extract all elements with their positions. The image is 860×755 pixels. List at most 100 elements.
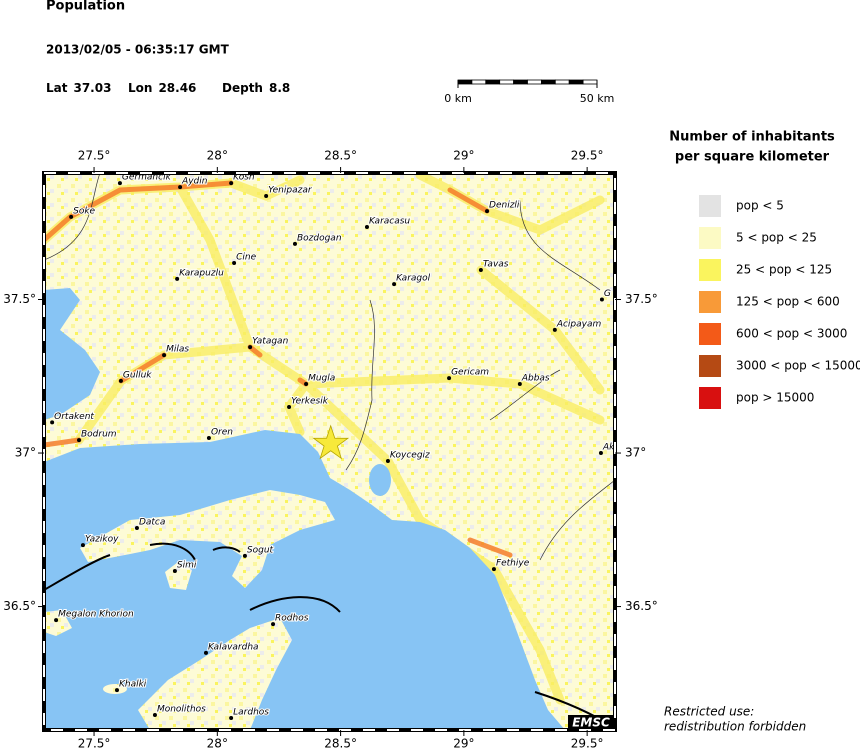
event-label: Lon (128, 81, 152, 95)
city-dot (485, 209, 490, 214)
city-dot (172, 568, 177, 573)
city-dot (364, 225, 369, 230)
city-label: Rodhos (275, 614, 309, 624)
city-dot (77, 438, 82, 443)
lake (369, 464, 391, 496)
datetime: 2013/02/05 - 06:35:17 GMT (46, 43, 230, 57)
legend-label: 3000 < pop < 15000 (736, 359, 860, 373)
city-dot (54, 618, 59, 623)
lon-tick-label: 28.5° (324, 149, 357, 163)
city-label: Yerkesik (291, 396, 329, 406)
city-label: Kalavardha (208, 642, 259, 652)
city-label: Ortakent (54, 412, 94, 422)
city-dot (271, 622, 276, 627)
legend-label: 25 < pop < 125 (736, 263, 832, 277)
legend-label: 125 < pop < 600 (736, 295, 840, 309)
city-dot (491, 567, 496, 572)
city-label: Lardhos (233, 708, 269, 718)
scale-segment (582, 79, 598, 85)
city-label: Fethiye (496, 559, 530, 569)
lat-tick-label: 37° (625, 446, 646, 460)
scale-segment (471, 79, 487, 85)
scale-label: 0 km (444, 92, 472, 105)
city-label: Karacasu (369, 217, 410, 227)
city-dot (304, 381, 309, 386)
city-dot (203, 650, 208, 655)
city-dot (178, 185, 183, 190)
legend-label: pop < 5 (736, 199, 784, 213)
lon-tick-label: 29° (453, 737, 474, 751)
lat-tick-label: 37.5° (3, 292, 36, 306)
legend-title: Number of inhabitants (669, 130, 835, 145)
city-label: Acipayam (556, 319, 602, 329)
lon-tick-label: 27.5° (78, 149, 111, 163)
scale-segment (457, 79, 473, 85)
event-info: Lat 37.03 Lon 28.46 Depth 8.8 (46, 81, 290, 95)
axes: 27.5° 27.5° 28° 28° 28.5° 28.5° 29° 29° 29.5° 29.… (3, 149, 657, 751)
epicenter (312, 424, 350, 460)
city-dot (292, 241, 297, 246)
legend-swatch (699, 355, 721, 377)
city-label: Denizli (489, 201, 520, 211)
city-dot (264, 194, 269, 199)
event-value: 8.8 (269, 81, 290, 95)
cities: Germancik Aydin Kosh Yenipazar Soke Denizli Ka… (50, 173, 615, 721)
event-value: 37.03 (73, 81, 111, 95)
islands (44, 490, 335, 730)
event-field: Lat 37.03 (46, 81, 111, 95)
city-dot (598, 451, 603, 456)
city-dot (248, 345, 253, 350)
city-dot (478, 268, 483, 273)
city-label: Yatagan (252, 337, 288, 347)
lon-tick-label: 28° (207, 737, 228, 751)
city-label: Soke (73, 206, 95, 216)
city-dot (80, 543, 85, 548)
legend-label: 600 < pop < 3000 (736, 327, 847, 341)
city-label: Bozdogan (297, 233, 342, 243)
legend-label: pop > 15000 (736, 391, 814, 405)
city-label: Oren (211, 427, 233, 437)
lon-tick-label: 29.5° (571, 737, 604, 751)
footer-note: redistribution forbidden (664, 720, 806, 734)
lat-tick-label: 37.5° (625, 292, 658, 306)
city-label: Aydin (181, 177, 208, 187)
city-label: Yazikoy (85, 535, 119, 545)
city-dot (175, 276, 180, 281)
city-label: Sogut (247, 545, 274, 555)
legend-title: per square kilometer (675, 150, 830, 165)
event-label: Lat (46, 81, 68, 95)
city-label: Tavas (483, 260, 509, 270)
city-label: Cine (236, 252, 256, 262)
event-value: 28.46 (158, 81, 196, 95)
legend: pop < 5 5 < pop < 25 25 < pop < 125 125 < p… (699, 195, 860, 409)
logo-box (568, 715, 615, 730)
city-dot (152, 712, 157, 717)
map-area: Germancik Aydin Kosh Yenipazar Soke Denizli Ka… (44, 173, 615, 730)
city-label: Monolithos (157, 704, 206, 714)
city-dot (162, 353, 167, 358)
city-label: Khalki (119, 680, 147, 690)
scale-segment (499, 79, 515, 85)
city-label: Kosh (233, 173, 255, 183)
city-dot (229, 716, 234, 721)
legend-swatch (699, 291, 721, 313)
city-dot (552, 327, 557, 332)
city-label: Megalon Khorion (58, 610, 134, 620)
city-dot (242, 553, 247, 558)
lon-tick-label: 29° (453, 149, 474, 163)
city-label: Karagol (396, 274, 431, 284)
city-dot (232, 260, 237, 265)
city-label: Ak (602, 443, 615, 453)
title: Population (46, 0, 125, 14)
footer-note: Restricted use: (664, 705, 754, 719)
logo: EMSC (572, 716, 610, 730)
legend-swatch (699, 195, 721, 217)
scale-segment (541, 79, 556, 85)
city-dot (50, 420, 55, 425)
legend-swatch (699, 259, 721, 281)
legend-label: 5 < pop < 25 (736, 231, 817, 245)
city-dot (206, 435, 211, 440)
city-label: Abbas (521, 373, 550, 383)
borders (44, 173, 615, 561)
scale-label: 50 km (580, 92, 615, 105)
